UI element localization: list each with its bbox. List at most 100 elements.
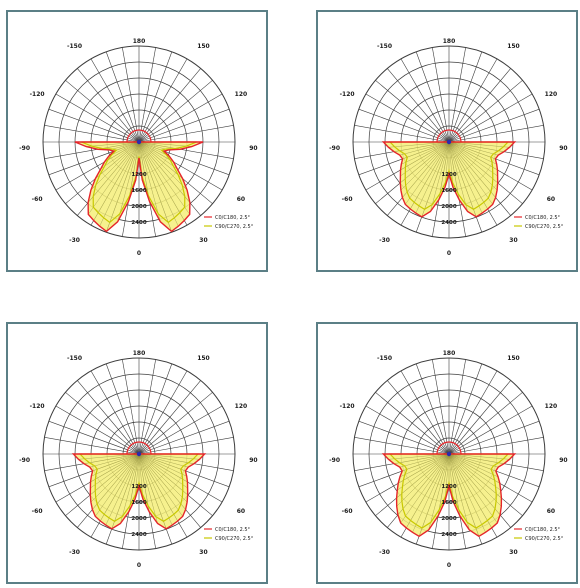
intensity-ray [388,453,450,460]
grid-spoke [387,68,450,143]
grid-spoke [448,93,533,143]
intensity-ray [91,453,140,477]
radial-value-label: 2400 [131,220,146,226]
radial-value-label: 1600 [441,500,456,506]
polar-chart-panel-2: 180 150 120 90 60 30 0 -150 -120 -90 -60 -30 1200 160… [316,10,578,272]
intensity-ray [138,141,169,151]
intensity-ray [399,141,450,156]
series-c0-curve [71,453,207,530]
grid-spoke [375,80,450,143]
radial-value-label: 2400 [441,532,456,538]
grid-spoke [448,370,498,455]
intensity-ray [393,453,450,464]
grid-spoke [432,359,450,455]
intensity-ray [400,141,450,191]
polar-chart-panel-4: 180 150 120 90 60 30 0 -150 -120 -90 -60 -30 1200 160… [316,322,578,584]
intensity-ray [92,453,140,472]
intensity-ray [138,141,165,152]
angle-label: 60 [237,196,245,203]
intensity-ray [397,453,450,491]
grid-spoke [138,47,156,143]
intensity-ray [138,453,188,496]
intensity-ray [90,453,140,489]
intensity-ray [448,141,505,152]
angle-label: 180 [443,350,456,357]
grid-spoke [365,405,450,455]
intensity-ray [388,141,450,148]
grid-spoke [448,51,483,143]
upper-lobe-curve [126,129,152,143]
intensity-ray [87,141,140,203]
angle-label: 120 [545,91,558,98]
angle-label: 60 [547,196,555,203]
legend-label: C0/C180, 2.5° [525,527,561,533]
grid-spoke [448,80,523,143]
intensity-ray [138,453,178,522]
intensity-ray [401,141,450,165]
angle-label: -90 [19,457,30,464]
grid-spoke [138,392,213,455]
intensity-ray [448,141,488,210]
intensity-ray [448,141,477,217]
intensity-ray [428,453,450,531]
intensity-ray [430,141,450,212]
grid-spoke [48,108,140,143]
chart-legend: C0/C180, 2.5° C90/C270, 2.5° [514,215,564,230]
angle-label: -150 [67,355,82,362]
intensity-ray [83,453,140,464]
angle-label: -120 [340,403,355,410]
angle-label: 0 [447,562,451,569]
intensity-ray [448,141,483,214]
grid-spoke [138,363,173,455]
grid-spoke [138,51,173,143]
intensity-ray [448,453,500,484]
angle-label: 90 [249,457,257,464]
radial-value-label: 1200 [441,172,456,178]
intensity-ray [448,453,498,524]
intensity-ray [138,141,185,221]
intensity-ray [90,453,140,496]
intensity-ray [95,141,140,179]
intensity-ray [109,141,140,151]
radial-value-label: 1600 [131,188,146,194]
intensity-ray [128,453,140,512]
angle-label: 90 [249,145,257,152]
intensity-ray [78,453,140,460]
intensity-ray [448,453,461,517]
intensity-ray [448,141,496,160]
intensity-ray [400,141,450,177]
intensity-ray [406,453,450,529]
intensity-ray [448,141,498,177]
grid-spoke [400,370,450,455]
intensity-ray [396,453,450,507]
angle-label: 30 [199,237,207,244]
angle-label: -120 [340,91,355,98]
intensity-ray [108,141,140,157]
grid-spoke [415,51,450,143]
angle-label: -150 [67,43,82,50]
intensity-ray [398,453,450,484]
intensity-ray [393,141,450,152]
intensity-ray [448,453,510,460]
radial-value-label: 1600 [131,500,146,506]
intensity-ray [138,141,190,215]
intensity-ray [397,453,450,516]
grid-spoke [448,58,498,143]
grid-spoke [55,405,140,455]
intensity-ray [399,453,450,478]
series-c0-curve [74,141,204,233]
intensity-ray [448,453,492,529]
angle-label: -60 [32,196,43,203]
angle-label: -60 [32,508,43,515]
angle-label: 150 [507,43,520,50]
angle-label: -60 [342,196,353,203]
radial-value-label: 2000 [131,204,146,210]
intensity-ray [138,453,188,489]
intensity-ray [412,453,450,533]
intensity-ray [400,141,450,184]
angle-label: -30 [379,237,390,244]
grid-spoke [105,363,140,455]
intensity-ray [448,453,505,464]
radial-value-label: 1200 [131,172,146,178]
intensity-ray [421,141,450,217]
